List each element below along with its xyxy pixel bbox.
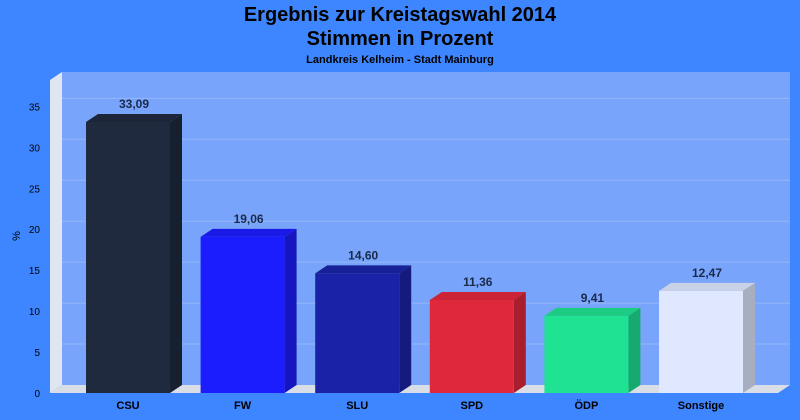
y-tick-label: 0 (34, 389, 40, 400)
plot-side-wall (50, 72, 62, 393)
bar-fw (200, 228, 297, 393)
bar-slu (315, 265, 412, 393)
y-axis-label: % (11, 231, 23, 241)
category-label: SLU (346, 400, 368, 412)
bar-side (170, 113, 182, 394)
value-label: 9,41 (581, 291, 605, 305)
y-tick-label: 20 (29, 225, 41, 236)
y-tick-label: 5 (34, 348, 40, 359)
bar-top (200, 228, 297, 237)
bar-front (200, 236, 285, 393)
y-tick-label: 10 (29, 307, 41, 318)
category-label: FW (234, 400, 252, 412)
bar-front (86, 121, 170, 394)
category-label: ÖDP (574, 399, 598, 412)
y-tick-label: 15 (29, 266, 41, 277)
value-label: 19,06 (234, 212, 264, 226)
bar-side (743, 282, 755, 393)
bar-top (544, 307, 641, 316)
bar-top (659, 282, 755, 291)
bar-top (315, 265, 412, 274)
bar-csu (86, 113, 182, 394)
chart-title: Ergebnis zur Kreistagswahl 2014 (243, 4, 557, 26)
bar-sonstige (659, 282, 755, 393)
value-label: 14,60 (348, 248, 378, 262)
bar-top (429, 291, 526, 300)
bar-side (284, 228, 297, 393)
bar-front (544, 315, 629, 393)
bar-spd (429, 291, 526, 393)
category-label: CSU (116, 400, 139, 412)
value-label: 33,09 (119, 97, 149, 111)
bar-front (429, 299, 514, 393)
category-label: SPD (460, 400, 483, 412)
y-tick-label: 35 (29, 102, 41, 113)
chart-subtitle: Landkreis Kelheim - Stadt Mainburg (306, 54, 494, 66)
bar-side (513, 291, 526, 393)
bar-side (399, 265, 412, 393)
value-label: 12,47 (692, 266, 722, 280)
bar-front (659, 290, 743, 393)
bar-top (86, 113, 182, 122)
chart-title-line2: Stimmen in Prozent (306, 28, 494, 50)
category-label: Sonstige (678, 400, 724, 412)
value-label: 11,36 (463, 275, 493, 289)
bar-side (628, 307, 641, 393)
bar-ödp (544, 307, 641, 393)
y-tick-label: 30 (29, 143, 41, 154)
y-tick-label: 25 (29, 184, 41, 195)
bar-front (315, 273, 400, 393)
